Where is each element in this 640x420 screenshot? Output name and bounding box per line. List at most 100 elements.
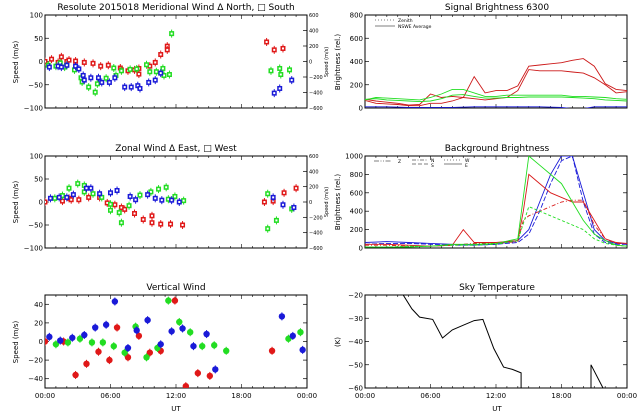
data-point-hole bbox=[142, 218, 145, 221]
data-point-hole bbox=[118, 211, 121, 214]
data-point-blue bbox=[179, 325, 186, 332]
data-point-green bbox=[52, 341, 60, 348]
y-axis-label-right: Speed (m/s) bbox=[324, 47, 330, 77]
y-axis-label: (K) bbox=[334, 337, 342, 347]
y-tick-label: −100 bbox=[24, 105, 43, 113]
data-point-hole bbox=[182, 199, 185, 202]
data-point-hole bbox=[128, 204, 131, 207]
data-point-hole bbox=[65, 196, 68, 199]
data-point-green bbox=[76, 335, 84, 342]
legend-label: NSWE Average bbox=[398, 24, 432, 30]
data-point-hole bbox=[106, 201, 109, 204]
data-point-hole bbox=[150, 214, 153, 217]
data-point-hole bbox=[278, 87, 281, 90]
panel-title: Background Brightness bbox=[445, 144, 550, 154]
plot-frame bbox=[44, 294, 308, 389]
data-point-hole bbox=[275, 219, 278, 222]
y-tick-label: −100 bbox=[24, 245, 43, 253]
data-point-hole bbox=[169, 223, 172, 226]
x-tick-label: 18:00 bbox=[551, 392, 571, 400]
data-point-hole bbox=[154, 61, 157, 64]
data-point-hole bbox=[135, 67, 138, 70]
data-point-hole bbox=[113, 203, 116, 206]
series-line-green-lower bbox=[365, 94, 627, 103]
y-tick-label-right: 200 bbox=[309, 185, 319, 191]
data-point-blue bbox=[102, 321, 110, 328]
y-tick-label: 200 bbox=[350, 81, 363, 89]
data-point-red bbox=[135, 332, 143, 340]
data-point-hole bbox=[154, 79, 157, 82]
data-point-hole bbox=[149, 190, 152, 193]
data-point-hole bbox=[74, 60, 77, 63]
data-point-hole bbox=[123, 208, 126, 211]
data-point-hole bbox=[263, 201, 266, 203]
data-point-hole bbox=[120, 206, 123, 209]
data-point-red bbox=[182, 382, 190, 388]
y-tick-label-right: 0 bbox=[309, 200, 312, 206]
data-point-hole bbox=[83, 79, 86, 82]
plot-frame bbox=[364, 294, 628, 389]
y-tick-label: −20 bbox=[348, 292, 363, 300]
y-tick-label-right: −600 bbox=[309, 246, 323, 252]
data-point-hole bbox=[77, 198, 80, 201]
data-point-hole bbox=[60, 55, 63, 58]
data-point-hole bbox=[109, 191, 112, 194]
data-point-blue bbox=[168, 328, 175, 335]
y-tick-label-right: 0 bbox=[309, 60, 312, 66]
data-point-hole bbox=[150, 221, 153, 224]
y-axis-label: Brightness (rel.) bbox=[334, 34, 342, 90]
y-tick-label: 100 bbox=[30, 12, 43, 20]
data-point-hole bbox=[148, 65, 151, 68]
y-tick-label: 0 bbox=[39, 199, 43, 207]
data-point-hole bbox=[87, 196, 90, 199]
legend: Z N S W E bbox=[374, 158, 470, 169]
data-point-red bbox=[194, 369, 202, 377]
data-point-hole bbox=[87, 86, 90, 89]
y-tick-label: 100 bbox=[30, 153, 43, 161]
data-point-red bbox=[106, 356, 113, 364]
y-tick-label: −50 bbox=[348, 361, 363, 369]
data-point-hole bbox=[109, 209, 112, 212]
legend-label: Zenith bbox=[398, 18, 413, 24]
y-axis-label-right: Speed (m/s) bbox=[324, 187, 330, 217]
y-tick-label: 20 bbox=[34, 319, 43, 327]
y-tick-label-right: 400 bbox=[309, 169, 319, 175]
data-point-green bbox=[186, 329, 194, 336]
data-point-hole bbox=[92, 62, 95, 65]
data-point-hole bbox=[167, 198, 170, 201]
panel-zonal: Zonal Wind Δ East, □ West Speed (m/s) Sp… bbox=[12, 144, 330, 253]
y-tick-label: 600 bbox=[350, 189, 363, 197]
y-tick-label: −20 bbox=[28, 357, 43, 365]
data-point-hole bbox=[61, 200, 64, 203]
legend-label: S bbox=[431, 163, 434, 169]
y-tick-label: 50 bbox=[34, 35, 43, 43]
data-point-hole bbox=[129, 195, 132, 198]
y-tick-label: 40 bbox=[34, 301, 43, 309]
data-point-hole bbox=[147, 81, 150, 84]
data-point-hole bbox=[281, 47, 284, 50]
data-point-hole bbox=[123, 86, 126, 89]
data-point-green bbox=[199, 342, 206, 350]
data-point-green bbox=[64, 339, 72, 346]
data-point-hole bbox=[120, 69, 123, 72]
panel-title: Vertical Wind bbox=[146, 283, 205, 293]
series-line-blue bbox=[365, 106, 627, 108]
data-point-hole bbox=[100, 81, 103, 84]
data-point-blue bbox=[69, 334, 76, 341]
y-axis-label: Speed (m/s) bbox=[12, 321, 20, 364]
data-point-red bbox=[113, 324, 121, 331]
legend-label: E bbox=[465, 163, 468, 169]
data-point-hole bbox=[72, 193, 75, 196]
panel-meridional: Resolute 2015018 Meridional Wind Δ North… bbox=[12, 3, 330, 113]
data-point-red bbox=[45, 59, 48, 64]
series-line-red-upper bbox=[365, 58, 627, 106]
panel-vertical-wind: Vertical Wind Speed (m/s) UT 40 20 0 −20 −40… bbox=[12, 283, 317, 413]
data-point-hole bbox=[57, 65, 60, 68]
legend: Zenith NSWE Average bbox=[375, 18, 432, 30]
data-point-hole bbox=[82, 74, 85, 77]
data-point-red bbox=[45, 338, 49, 345]
data-point-hole bbox=[273, 48, 276, 51]
data-point-blue bbox=[203, 330, 210, 338]
data-point-blue bbox=[278, 313, 286, 320]
